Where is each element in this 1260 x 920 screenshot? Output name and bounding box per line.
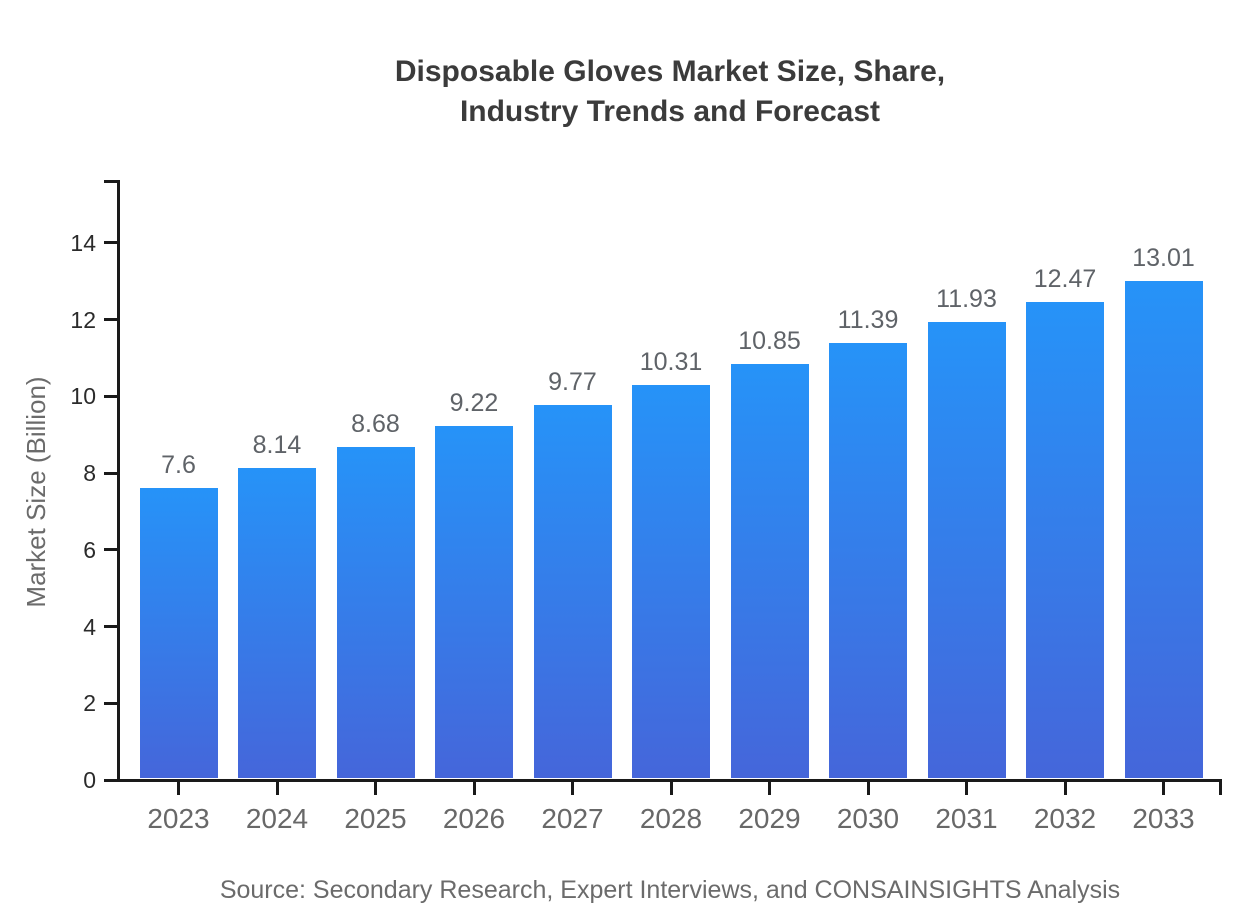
source-note: Source: Secondary Research, Expert Inter…: [219, 876, 1121, 904]
x-tick-mark: [768, 780, 771, 795]
x-tick-mark: [1063, 780, 1067, 795]
x-tick-label: 2030: [836, 803, 900, 834]
y-tick-label: 0: [83, 767, 96, 793]
bar-value-label: 7.6: [161, 451, 196, 480]
x-tick-mark: [177, 780, 180, 795]
bar-value-label: 13.01: [1132, 243, 1195, 272]
bar-value-label: 11.39: [837, 306, 899, 335]
x-tick-mark: [571, 780, 574, 795]
bar: [829, 343, 907, 779]
x-tick-label: 2027: [541, 803, 604, 834]
bar: [730, 363, 809, 779]
y-axis-end-tick: [104, 179, 118, 183]
bar-value-label: 9.22: [449, 389, 499, 418]
chart-title-line2: Industry Trends and Forecast: [459, 95, 881, 128]
y-tick-mark: [104, 394, 118, 398]
y-tick-mark: [104, 548, 118, 552]
x-tick-label: 2029: [738, 803, 801, 834]
x-tick-mark: [374, 780, 377, 795]
y-axis-line: [116, 179, 120, 782]
bar-value-label: 11.93: [936, 285, 997, 314]
bar-value-label: 9.77: [548, 368, 597, 397]
chart-title: Disposable Gloves Market Size, Share, In…: [80, 52, 1260, 132]
x-tick-label: 2032: [1033, 803, 1097, 834]
x-tick-mark: [669, 780, 673, 795]
bar: [1124, 280, 1203, 779]
bar: [139, 488, 218, 779]
y-tick-label: 8: [83, 460, 96, 487]
x-axis-end-tick: [1218, 780, 1222, 795]
bar: [238, 467, 316, 779]
bar: [533, 405, 612, 779]
bar-value-label: 10.31: [639, 347, 703, 376]
bar: [632, 384, 710, 779]
bar-value-label: 8.68: [351, 410, 400, 439]
chart-title-line1: Disposable Gloves Market Size, Share,: [394, 55, 946, 88]
x-tick-mark: [965, 780, 968, 795]
x-tick-label: 2028: [639, 803, 703, 834]
x-tick-label: 2023: [147, 803, 210, 834]
bar-value-label: 10.85: [738, 326, 801, 355]
x-tick-label: 2024: [245, 803, 309, 834]
x-tick-mark: [1162, 780, 1165, 795]
bar-value-label: 12.47: [1033, 264, 1097, 293]
y-tick-label: 12: [70, 306, 96, 333]
y-tick-label: 6: [83, 536, 96, 563]
bar: [336, 447, 415, 779]
x-tick-mark: [866, 780, 870, 795]
y-tick-mark: [104, 471, 118, 475]
y-tick-mark: [104, 701, 118, 705]
x-tick-mark: [472, 780, 476, 795]
x-tick-mark: [275, 780, 279, 795]
x-tick-label: 2026: [442, 803, 506, 834]
bar: [435, 426, 513, 779]
bar-value-label: 8.14: [252, 430, 302, 459]
bar: [927, 322, 1006, 779]
y-tick-mark: [104, 318, 118, 322]
x-tick-label: 2033: [1132, 803, 1195, 834]
y-tick-label: 4: [83, 613, 96, 640]
y-tick-label: 2: [83, 690, 96, 717]
x-tick-label: 2025: [344, 803, 407, 834]
y-tick-mark: [104, 778, 118, 782]
x-tick-label: 2031: [935, 803, 998, 834]
y-tick-label: 14: [70, 229, 96, 256]
bar: [1026, 301, 1104, 779]
y-tick-label: 10: [70, 383, 96, 410]
y-tick-mark: [104, 625, 118, 629]
y-tick-mark: [104, 241, 118, 245]
